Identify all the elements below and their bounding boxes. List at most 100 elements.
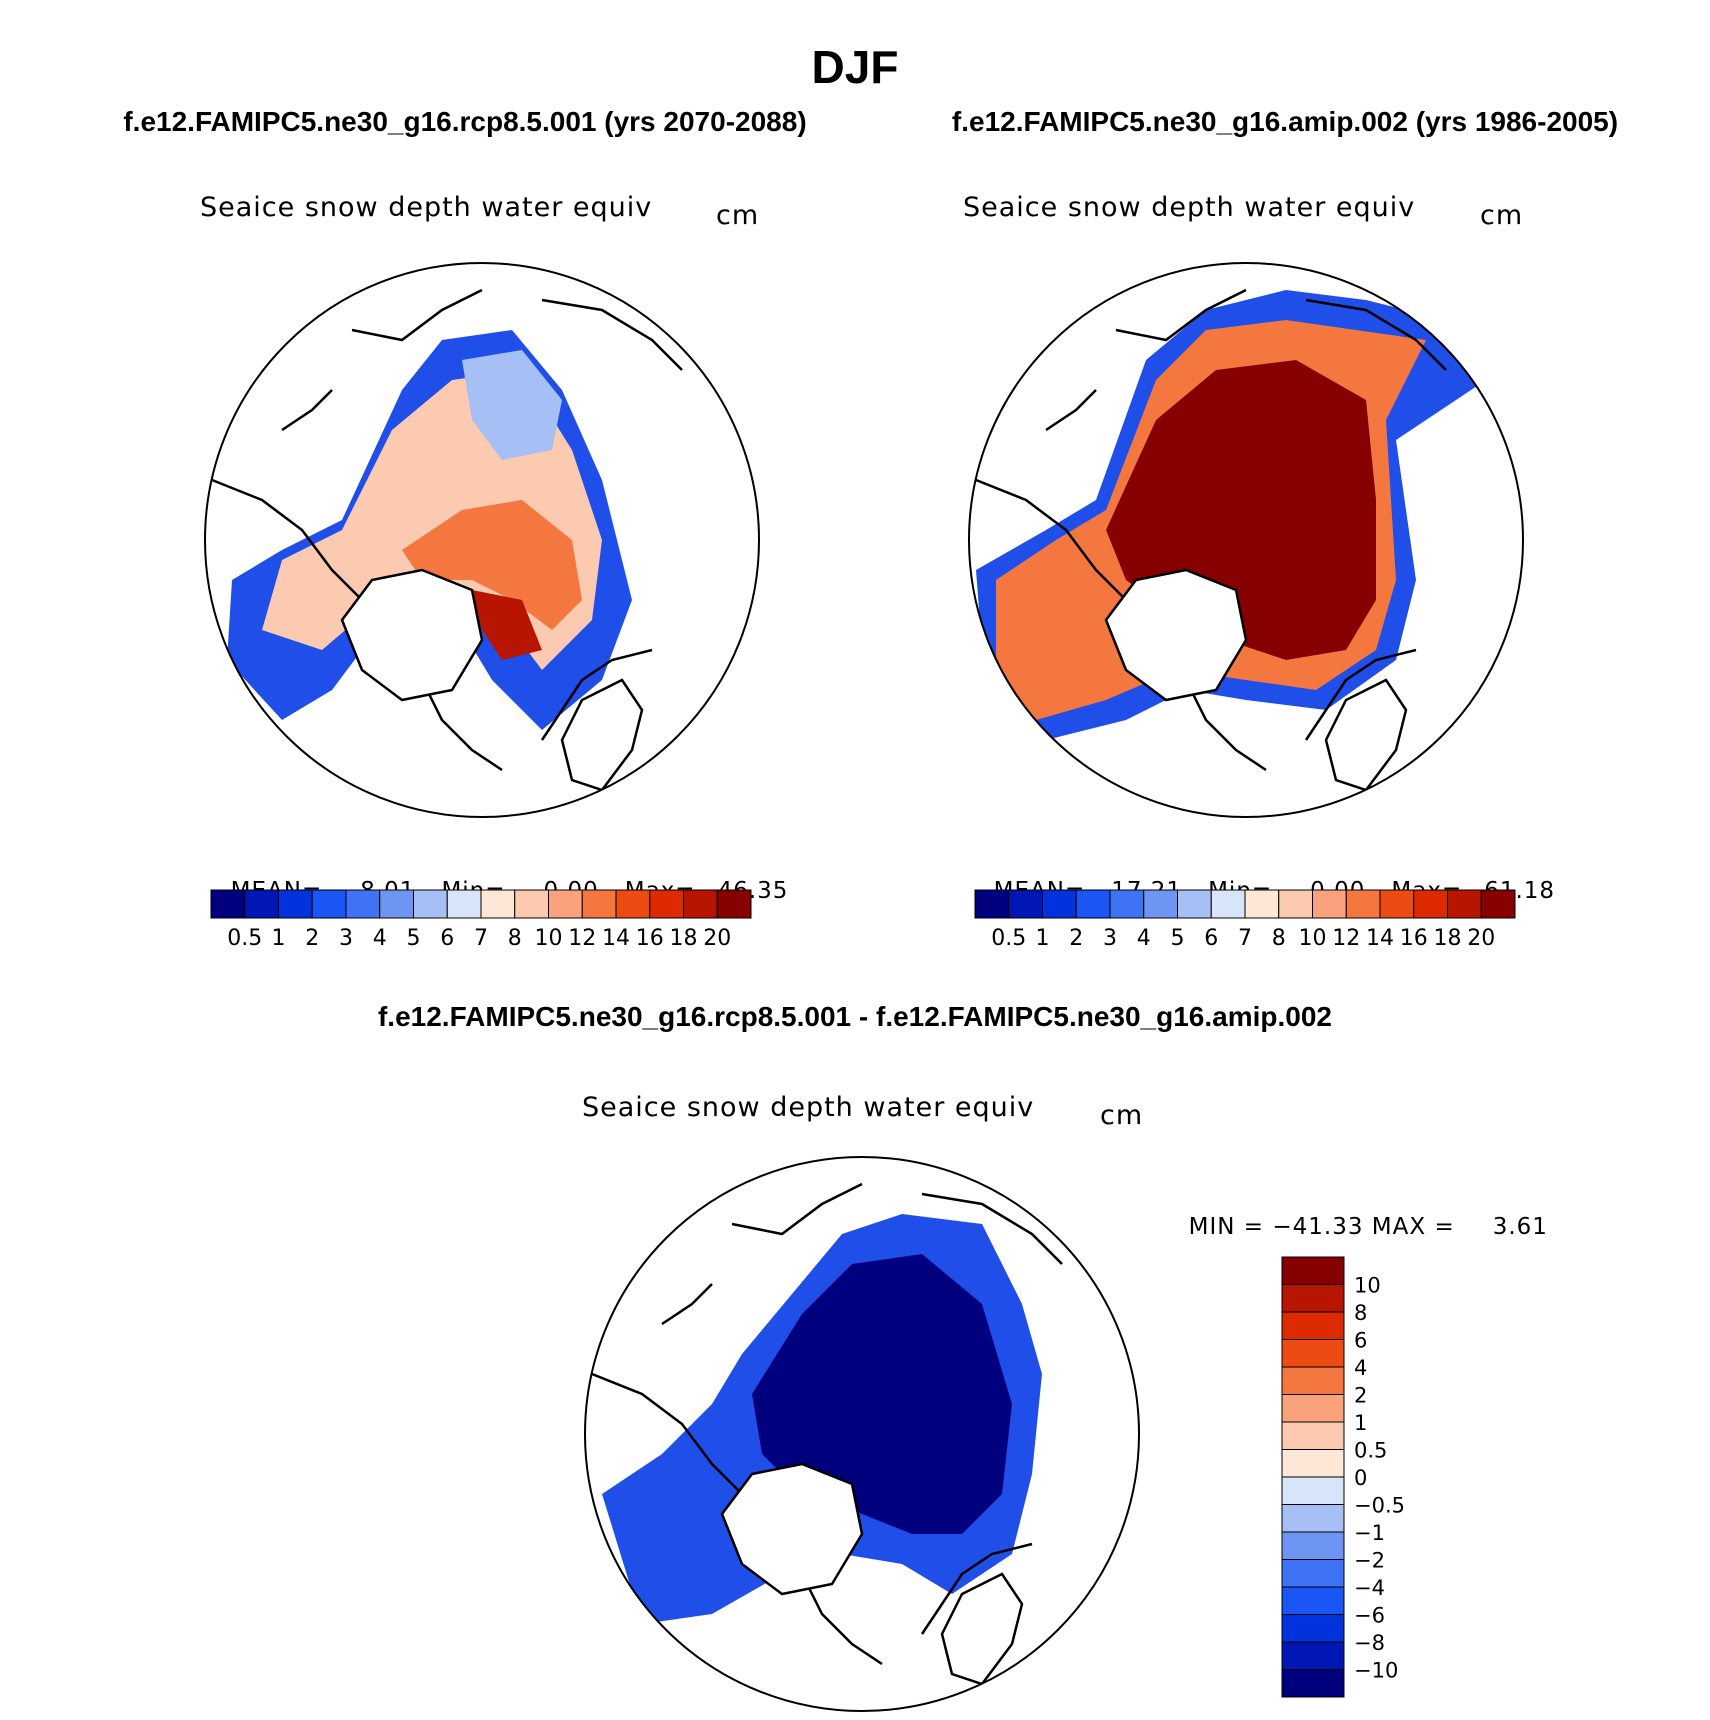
colorbar-diff-tick-label: −0.5: [1354, 1494, 1405, 1518]
colorbar-diff-swatch: [1281, 1339, 1345, 1368]
colorbar-right-swatch: [1042, 889, 1077, 919]
land-greenland-right: [1104, 568, 1248, 702]
colorbar-left-tick-label: 7: [474, 926, 488, 951]
field-left-dark: [472, 590, 542, 660]
colorbar-diff-tick-label: 6: [1354, 1329, 1367, 1353]
colorbar-left-tick-label: 12: [568, 926, 596, 951]
colorbar-right-swatch: [1379, 889, 1415, 919]
colorbar-right: 0.5 1 2 3 4 5 6 7 8 10 12 14 16 18 20: [974, 889, 1516, 951]
colorbar-diff-tick-label: 2: [1354, 1384, 1367, 1408]
colorbar-left-swatch: [413, 889, 448, 919]
colorbar-diff-tick-label: −1: [1354, 1521, 1385, 1545]
colorbar-right-tick-label: 12: [1332, 926, 1360, 951]
colorbar-left-swatch: [683, 889, 718, 919]
colorbar-left: 0.5 1 2 3 4 5 6 7 8 10 12 14 16 18 20: [210, 889, 752, 951]
colorbar-right-tick-label: 4: [1137, 926, 1151, 951]
colorbar-right-swatch: [1177, 889, 1212, 919]
colorbar-diff-swatch: [1281, 1256, 1345, 1285]
colorbar-left-tick-label: 8: [508, 926, 522, 951]
field-left-pale-blue: [462, 350, 562, 460]
colorbar-diff-tick-label: 1: [1354, 1411, 1367, 1435]
field-diff-darkblue: [752, 1254, 1012, 1534]
field-diff-pacific: [1062, 1194, 1139, 1264]
colorbar-diff-tick-label: 10: [1354, 1274, 1381, 1298]
colorbar-diff-tick-label: 4: [1354, 1356, 1367, 1380]
units-right: cm: [1480, 200, 1524, 231]
colorbar-right-swatch: [1413, 889, 1448, 919]
colorbar-diff-tick-label: 8: [1354, 1301, 1367, 1325]
colorbar-diff-tick-label: −4: [1354, 1576, 1385, 1600]
colorbar-right-tick-label: 5: [1171, 926, 1185, 951]
colorbar-diff-swatch: [1281, 1311, 1345, 1340]
colorbar-left-tick-label: 3: [339, 926, 353, 951]
colorbar-diff-swatch: [1281, 1531, 1345, 1560]
colorbar-diff-swatch: [1281, 1449, 1345, 1478]
colorbar-left-swatch: [548, 889, 583, 919]
colorbar-right-swatch: [1109, 889, 1145, 919]
land-greenland-left: [340, 568, 484, 702]
colorbar-left-swatch: [581, 889, 617, 919]
colorbar-left-tick-label: 14: [602, 926, 630, 951]
colorbar-left-tick-label: 6: [440, 926, 454, 951]
field-left-orange: [402, 500, 582, 630]
colorbar-left-tick-label: 0.5: [227, 926, 262, 951]
colorbar-right-swatch: [1075, 889, 1111, 919]
colorbar-left-swatch: [278, 889, 313, 919]
colorbar-diff-swatch: [1281, 1614, 1345, 1643]
colorbar-diff-tick-label: 0: [1354, 1466, 1367, 1490]
land-scandinavia-right: [1324, 678, 1408, 792]
colorbar-left-swatch: [716, 889, 752, 919]
colorbar-left-swatch: [244, 889, 279, 919]
colorbar-left-tick-label: 4: [373, 926, 387, 951]
colorbar-right-swatch: [1312, 889, 1347, 919]
colorbar-right-swatch: [1447, 889, 1482, 919]
colorbar-right-swatch: [1008, 889, 1043, 919]
map-left: [204, 262, 760, 818]
diff-min-value: −41.33: [1272, 1214, 1364, 1240]
map-border-left: [204, 262, 760, 818]
right-case-title: f.e12.FAMIPC5.ne30_g16.amip.002 (yrs 198…: [951, 106, 1619, 137]
colorbar-diff-swatch: [1281, 1586, 1345, 1615]
panel-title-left: Seaice snow depth water equiv: [200, 192, 653, 223]
colorbar-diff: 10 8 6 4 2 1 0.5 0 −0.5 −1 −2 −4 −6 −8 −10: [1281, 1256, 1405, 1698]
colorbar-diff-swatch: [1281, 1559, 1345, 1588]
units-left: cm: [716, 200, 760, 231]
figure-title: DJF: [811, 41, 899, 93]
colorbar-right-swatch: [1345, 889, 1381, 919]
colorbar-left-tick-label: 1: [272, 926, 286, 951]
colorbar-right-tick-label: 18: [1434, 926, 1462, 951]
colorbar-right-tick-label: 6: [1204, 926, 1218, 951]
colorbar-left-swatch: [514, 889, 549, 919]
colorbar-diff-tick-label: −10: [1354, 1659, 1398, 1683]
colorbar-diff-swatch: [1281, 1504, 1345, 1533]
colorbar-left-swatch: [615, 889, 651, 919]
colorbar-left-tick-label: 10: [535, 926, 563, 951]
colorbar-right-swatch: [1480, 889, 1516, 919]
colorbar-diff-swatch: [1281, 1394, 1345, 1423]
colorbar-right-tick-label: 0.5: [991, 926, 1026, 951]
colorbar-right-swatch: [1143, 889, 1178, 919]
panel-title-diff: Seaice snow depth water equiv: [582, 1092, 1035, 1123]
colorbar-left-swatch: [480, 889, 516, 919]
panel-title-right: Seaice snow depth water equiv: [963, 192, 1416, 223]
colorbar-diff-swatch: [1281, 1476, 1345, 1505]
left-case-title: f.e12.FAMIPC5.ne30_g16.rcp8.5.001 (yrs 2…: [123, 106, 807, 137]
units-diff: cm: [1100, 1100, 1144, 1131]
colorbar-diff-tick-label: −8: [1354, 1631, 1385, 1655]
colorbar-right-swatch: [974, 889, 1010, 919]
colorbar-diff-tick-label: −6: [1354, 1604, 1385, 1628]
colorbar-diff-tick-label: 0.5: [1354, 1439, 1387, 1463]
map-diff: [584, 1156, 1140, 1712]
colorbar-left-swatch: [311, 889, 347, 919]
diff-max-value: 3.61: [1492, 1214, 1548, 1240]
map-border-right: [968, 262, 1524, 818]
colorbar-diff-swatch: [1281, 1641, 1345, 1670]
colorbar-right-swatch: [1278, 889, 1313, 919]
colorbar-right-swatch: [1244, 889, 1280, 919]
colorbar-diff-swatch: [1281, 1284, 1345, 1313]
diff-case-title: f.e12.FAMIPC5.ne30_g16.rcp8.5.001 - f.e1…: [377, 1001, 1333, 1032]
colorbar-left-tick-label: 16: [636, 926, 664, 951]
colorbar-left-tick-label: 20: [703, 926, 731, 951]
colorbar-left-tick-label: 2: [305, 926, 319, 951]
land-scandinavia-left: [560, 678, 644, 792]
